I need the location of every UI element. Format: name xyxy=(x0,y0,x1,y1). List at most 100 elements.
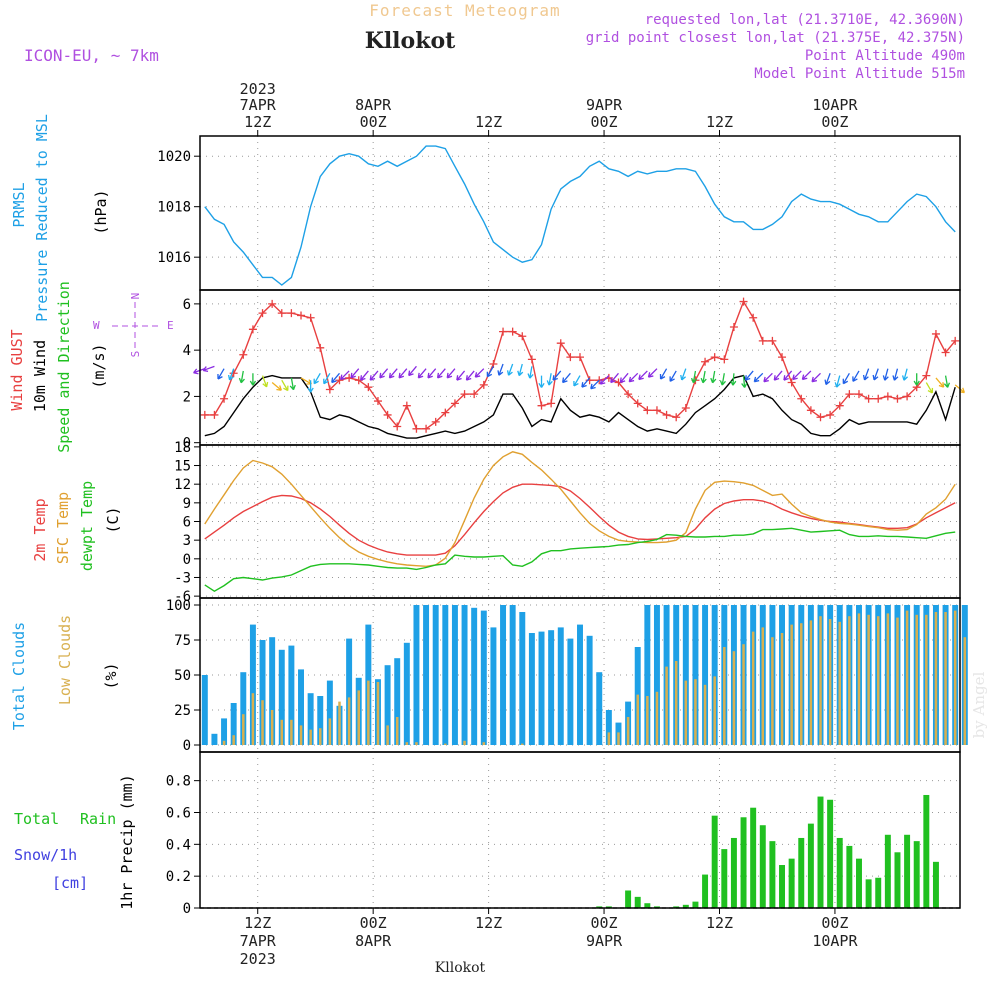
clouds-bar-primary xyxy=(711,605,718,745)
pressure-labels: PRMSL Pressure Reduced to MSL (hPa) xyxy=(10,114,110,322)
wind-direction-arrow xyxy=(744,370,754,381)
clouds-bar-primary xyxy=(490,627,497,745)
precip-bar-primary xyxy=(740,817,747,908)
clouds-bar-primary xyxy=(269,637,276,745)
top-time-label: 12Z xyxy=(706,113,733,131)
clouds-bar-secondary xyxy=(280,719,284,745)
clouds-bar-primary xyxy=(451,605,458,745)
point-altitude: Point Altitude 490m xyxy=(805,48,965,64)
wind-direction-arrow xyxy=(379,368,389,379)
temperature-series-line-1 xyxy=(204,451,956,568)
wind-gust-marker xyxy=(624,390,633,399)
wind-direction-arrow xyxy=(610,372,619,384)
precip-label-cm: [cm] xyxy=(52,874,88,892)
precip-frame xyxy=(199,751,961,909)
clouds-bar-secondary xyxy=(222,740,226,745)
wind-gust-marker xyxy=(277,309,286,318)
clouds-bar-secondary xyxy=(636,694,639,745)
clouds-bar-primary xyxy=(692,605,699,745)
clouds-bar-secondary xyxy=(867,614,870,745)
wind-compass-rose: N S W E xyxy=(93,293,174,358)
clouds-bar-primary xyxy=(326,680,333,745)
wind-direction-arrow xyxy=(249,373,257,386)
wind-direction-arrow xyxy=(882,368,889,381)
wind-gust-marker xyxy=(701,357,710,366)
precip-ytick-label: 0.4 xyxy=(166,837,191,853)
clouds-bar-secondary xyxy=(655,691,659,745)
clouds-bar-secondary xyxy=(290,719,293,745)
precip-ytick-label: 0 xyxy=(183,901,191,917)
precip-label-total: Total xyxy=(14,810,59,828)
wind-direction-arrow xyxy=(710,370,717,384)
wind-gust-marker xyxy=(835,401,844,410)
wind-gust-marker xyxy=(816,413,825,422)
clouds-bar-secondary xyxy=(405,742,409,745)
clouds-bar-secondary xyxy=(617,732,620,745)
wind-direction-arrow xyxy=(680,368,687,381)
wind-direction-arrow xyxy=(811,372,821,383)
bottom-time-label: 00Z xyxy=(821,914,848,932)
clouds-bar-primary xyxy=(288,645,295,745)
wind-direction-arrow xyxy=(217,368,225,380)
wind-direction-arrow xyxy=(842,372,850,385)
wind-direction-arrow xyxy=(913,373,920,386)
pressure-label-prmsl: PRMSL xyxy=(10,182,28,227)
wind-direction-arrow xyxy=(862,368,870,381)
bottom-time-label: 2023 xyxy=(240,950,276,968)
temp-label-2m: 2m Temp xyxy=(31,498,49,561)
compass-s: S xyxy=(129,351,142,358)
wind-gust-marker xyxy=(826,410,835,419)
precip-bar-primary xyxy=(596,906,603,908)
precip-bar-primary xyxy=(605,906,612,908)
clouds-bar-primary xyxy=(298,669,304,745)
wind-label-speed-dir: Speed and Direction xyxy=(55,281,73,453)
clouds-bar-secondary xyxy=(367,680,370,745)
clouds-bar-primary xyxy=(509,605,516,745)
wind-gust-marker xyxy=(479,380,488,389)
compass-n: N xyxy=(129,293,142,300)
bottom-time-label: 12Z xyxy=(475,914,502,932)
wind-direction-arrow xyxy=(538,375,545,388)
clouds-bar-secondary xyxy=(896,617,899,745)
wind-direction-arrow xyxy=(446,368,456,379)
wind-direction-arrow xyxy=(599,375,610,385)
clouds-bar-secondary xyxy=(319,728,322,745)
wind-direction-arrow xyxy=(562,372,571,384)
clouds-ytick-label: 25 xyxy=(174,703,191,719)
clouds-bar-primary xyxy=(423,605,430,745)
wind-direction-arrow xyxy=(852,370,860,382)
clouds-bar-primary xyxy=(653,605,660,745)
wind-direction-arrow xyxy=(408,365,417,377)
wind-direction-arrow xyxy=(497,363,504,376)
wind-direction-arrow xyxy=(289,377,296,391)
wind-direction-arrow xyxy=(943,375,951,388)
top-time-label: 00Z xyxy=(360,113,387,131)
location-title: Kllokot xyxy=(365,28,456,54)
wind-direction-arrow xyxy=(227,368,235,381)
wind-gust-marker xyxy=(460,390,469,399)
model-altitude: Model Point Altitude 515m xyxy=(754,66,965,82)
wind-direction-arrow xyxy=(901,368,909,381)
wind-gust-marker xyxy=(297,311,306,320)
wind-direction-arrow xyxy=(359,370,369,381)
wind-gust-marker xyxy=(672,413,681,422)
wind-direction-arrow xyxy=(792,370,802,381)
requested-coords: requested lon,lat (21.3710E, 42.3690N) xyxy=(645,12,965,28)
bottom-time-label: 00Z xyxy=(591,914,618,932)
clouds-bar-secondary xyxy=(665,666,668,745)
clouds-bar-secondary xyxy=(694,679,697,745)
wind-gust-marker xyxy=(720,355,729,364)
wind-gust-marker xyxy=(499,327,508,336)
wind-gust-marker xyxy=(412,424,421,433)
clouds-bar-primary xyxy=(230,703,237,745)
wind-direction-arrow xyxy=(801,370,812,381)
precip-bar-primary xyxy=(807,823,814,908)
clouds-bar-secondary xyxy=(732,651,736,745)
clouds-bar-secondary xyxy=(328,718,332,745)
clouds-bar-primary xyxy=(442,605,449,745)
precip-panel: 0 0.2 0.4 0.6 0.8 xyxy=(166,751,961,917)
wind-ytick-label: 6 xyxy=(183,297,191,313)
clouds-bar-secondary xyxy=(482,742,486,745)
wind-gust-marker xyxy=(893,394,902,403)
